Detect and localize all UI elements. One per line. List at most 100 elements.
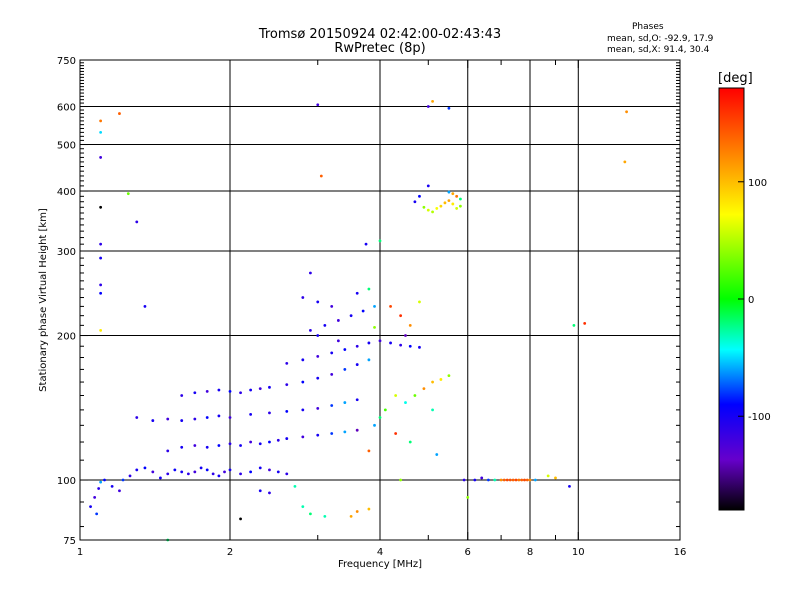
data-point	[623, 160, 627, 164]
x-tick-label: 2	[227, 547, 233, 558]
data-point	[268, 440, 271, 444]
data-point	[193, 391, 197, 395]
data-point	[316, 354, 320, 358]
data-point	[193, 470, 197, 474]
data-point	[572, 323, 576, 327]
data-point	[285, 361, 289, 365]
data-point	[373, 325, 376, 329]
data-point	[466, 496, 470, 499]
data-point	[135, 220, 139, 224]
data-point	[355, 428, 359, 432]
data-point	[211, 472, 215, 476]
data-point	[301, 358, 305, 362]
data-point	[367, 358, 371, 362]
data-point	[323, 323, 327, 327]
data-point	[343, 401, 347, 404]
data-point	[309, 271, 312, 275]
data-point	[431, 380, 434, 384]
data-point	[316, 407, 320, 410]
data-point	[462, 478, 466, 482]
data-point	[343, 368, 347, 371]
data-point	[186, 472, 190, 476]
data-point	[285, 383, 289, 387]
data-point	[180, 445, 184, 449]
data-point	[249, 388, 253, 392]
data-point	[239, 391, 242, 395]
data-point	[228, 416, 232, 419]
data-point	[205, 389, 209, 393]
data-point	[431, 99, 434, 103]
data-point	[480, 476, 484, 480]
data-point	[404, 334, 407, 337]
chart-subtitle: RwPretec (8p)	[334, 41, 426, 56]
x-tick-label: 6	[465, 547, 471, 558]
data-point	[378, 239, 382, 243]
data-point	[413, 394, 417, 397]
data-point	[258, 387, 262, 391]
data-point	[249, 413, 253, 416]
data-point	[285, 409, 289, 413]
y-tick-label: 100	[57, 476, 76, 487]
data-point	[625, 110, 628, 114]
data-point	[99, 480, 103, 484]
x-tick-label: 10	[572, 547, 585, 558]
data-point	[99, 119, 103, 123]
data-point	[99, 256, 103, 260]
data-point	[99, 283, 103, 287]
data-point	[473, 478, 477, 482]
data-point	[301, 408, 305, 412]
data-point	[447, 374, 451, 378]
data-points	[89, 99, 628, 542]
data-point	[301, 380, 305, 384]
data-point	[355, 510, 359, 513]
data-point	[404, 401, 407, 404]
data-point	[447, 199, 451, 203]
data-point	[316, 433, 320, 437]
data-point	[316, 300, 320, 304]
data-point	[228, 468, 232, 472]
data-point	[99, 130, 103, 134]
data-point	[330, 372, 334, 376]
y-tick-label: 750	[57, 56, 76, 67]
data-point	[447, 106, 451, 110]
data-point	[422, 387, 426, 391]
data-point	[367, 507, 371, 511]
data-point	[373, 305, 376, 308]
data-point	[199, 466, 203, 470]
data-point	[554, 476, 557, 480]
data-point	[389, 341, 392, 345]
data-point	[520, 478, 524, 482]
data-point	[217, 444, 221, 447]
data-point	[367, 449, 371, 453]
axes: 1 2 4 6 8 10 16 75 100 200 300 400 500 600 750	[57, 56, 686, 558]
data-point	[486, 478, 490, 482]
x-tick-label: 1	[77, 547, 83, 558]
y-tick-label: 75	[63, 536, 76, 547]
data-point	[355, 363, 359, 366]
data-point	[126, 192, 130, 196]
data-point	[258, 466, 262, 470]
data-point	[349, 514, 353, 518]
y-axis-label: Stationary phase Virtual Height [km]	[38, 208, 49, 392]
data-point	[378, 416, 382, 419]
data-point	[180, 470, 184, 474]
data-point	[568, 484, 571, 488]
data-point	[293, 484, 297, 488]
data-point	[205, 445, 209, 449]
data-point	[166, 472, 170, 476]
data-point	[268, 468, 271, 472]
data-point	[451, 192, 455, 196]
data-point	[217, 388, 221, 392]
data-point	[378, 339, 382, 343]
data-point	[499, 478, 503, 482]
data-point	[99, 156, 103, 159]
data-point	[99, 328, 103, 332]
data-point	[285, 437, 289, 440]
data-point	[364, 242, 368, 246]
data-point	[426, 208, 430, 212]
data-point	[239, 517, 242, 521]
data-point	[316, 103, 320, 107]
data-point	[166, 417, 170, 421]
data-point	[193, 417, 197, 421]
